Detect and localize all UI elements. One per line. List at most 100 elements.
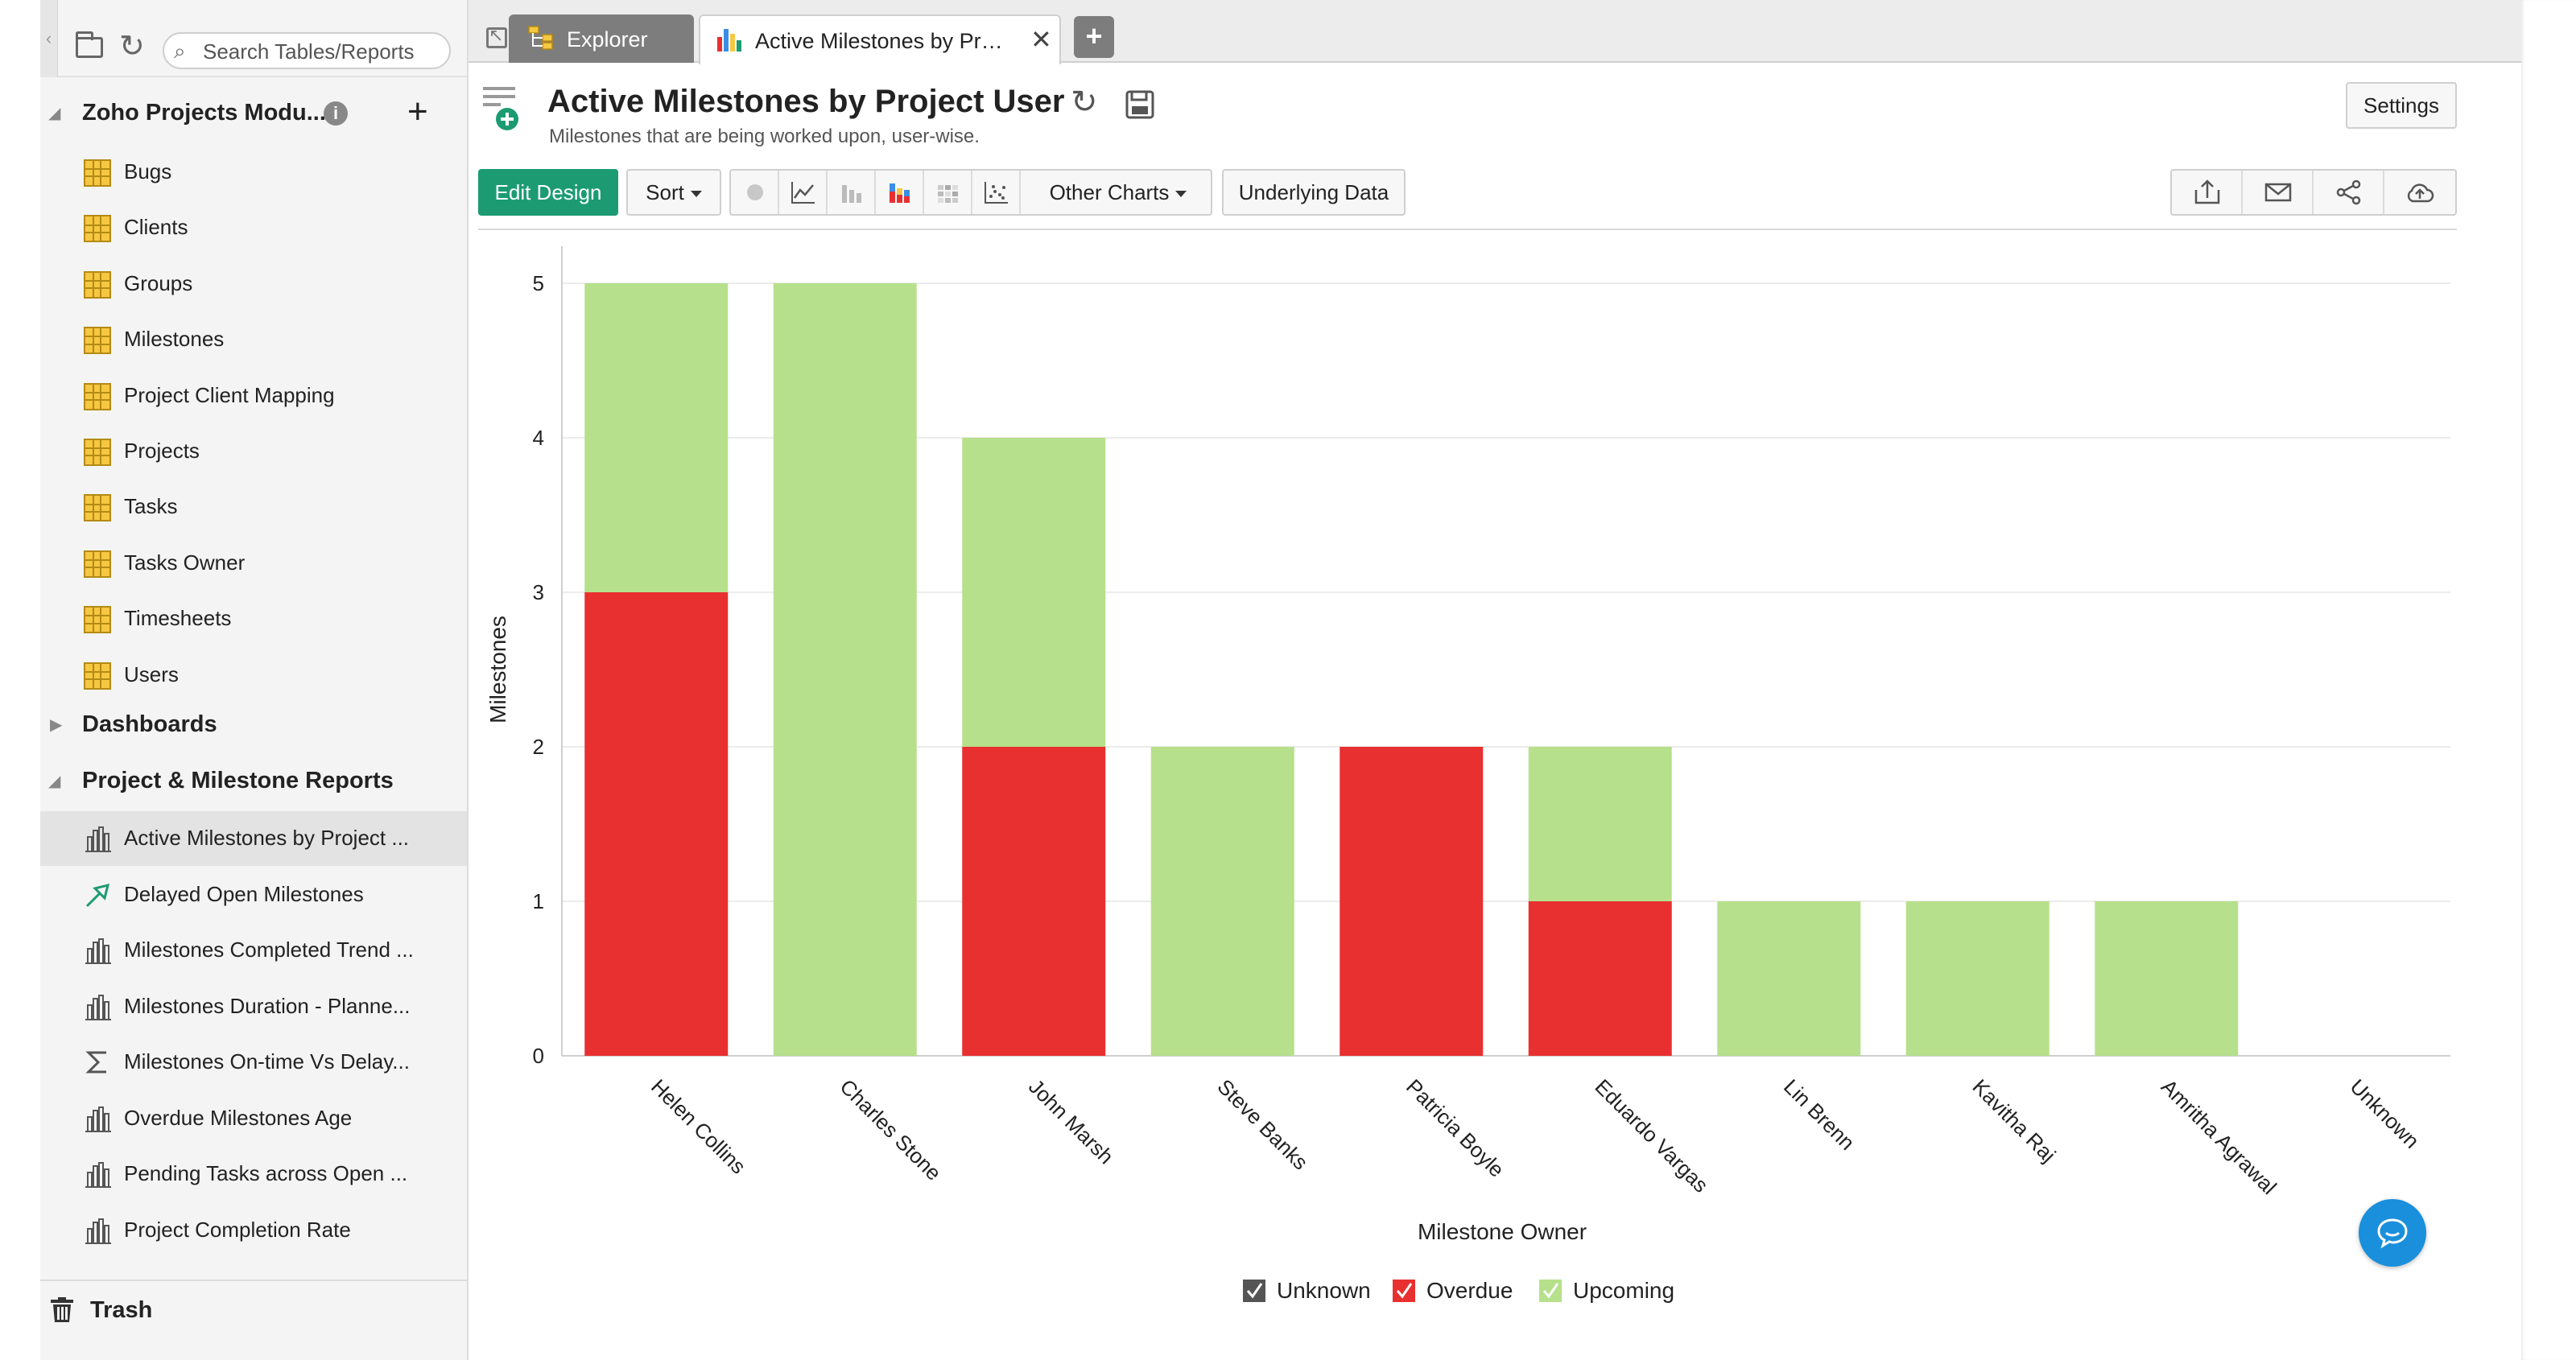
collapse-triangle-icon[interactable]: ◢ — [48, 773, 61, 790]
x-tick-label: Eduardo Vargas — [1591, 1074, 1714, 1197]
table-icon — [84, 439, 111, 466]
sidebar-item-table[interactable]: Tasks Owner — [40, 536, 467, 591]
settings-button[interactable]: Settings — [2346, 82, 2457, 129]
add-icon[interactable]: + — [407, 92, 428, 131]
report-title: Active Milestones by Project User — [547, 84, 1065, 119]
chart-type-selector: Other Charts — [729, 169, 1212, 216]
sidebar-item-report[interactable]: Delayed Open Milestones — [40, 868, 467, 922]
search-box[interactable]: ⌕ — [163, 32, 451, 69]
sidebar-item-table[interactable]: Clients — [40, 200, 467, 255]
sidebar-item-report[interactable]: Milestones Completed Trend ... — [40, 923, 467, 978]
y-tick-label: 5 — [533, 271, 544, 295]
bar-segment — [962, 438, 1106, 747]
underlying-data-button[interactable]: Underlying Data — [1222, 169, 1406, 216]
trend-arrow-icon — [85, 883, 110, 907]
bar-segment — [1340, 747, 1484, 1056]
table-icon — [84, 494, 111, 522]
email-button[interactable] — [2243, 171, 2314, 214]
dashboards-section[interactable]: ▶ Dashboards — [40, 699, 467, 750]
chat-button[interactable] — [2359, 1199, 2426, 1267]
sidebar-item-table[interactable]: Project Client Mapping — [40, 369, 467, 423]
heatmap-chart-button[interactable] — [924, 171, 972, 214]
table-icon — [84, 606, 111, 634]
bar-chart-button[interactable] — [828, 171, 876, 214]
report-subtitle: Milestones that are being worked upon, u… — [549, 126, 980, 147]
bar-chart-icon — [85, 938, 111, 964]
email-icon — [2264, 183, 2292, 202]
sidebar-item-table[interactable]: Users — [40, 648, 467, 703]
bar-chart-icon — [85, 1162, 111, 1188]
x-axis-title: Milestone Owner — [1418, 1219, 1587, 1244]
sidebar-item-label: Bugs — [124, 159, 172, 183]
bar-segment — [1528, 747, 1672, 901]
close-icon[interactable]: ✕ — [1030, 25, 1052, 54]
sidebar-item-report[interactable]: Active Milestones by Project ... — [40, 811, 467, 866]
workspace-info-icon[interactable]: i — [324, 101, 348, 126]
edit-design-button[interactable]: Edit Design — [478, 169, 618, 216]
table-icon — [84, 270, 111, 299]
sidebar-item-report[interactable]: Milestones On-time Vs Delay... — [40, 1035, 467, 1090]
sidebar-item-label: Pending Tasks across Open ... — [124, 1161, 408, 1185]
sidebar-item-report[interactable]: Pending Tasks across Open ... — [40, 1147, 467, 1201]
trash-item[interactable]: Trash — [40, 1280, 467, 1360]
sidebar-item-table[interactable]: Tasks — [40, 480, 467, 534]
sidebar-item-report[interactable]: Project Completion Rate — [40, 1203, 467, 1258]
popout-icon[interactable] — [486, 25, 507, 48]
workspace-header[interactable]: ◢ Zoho Projects Modu... i + — [40, 89, 467, 140]
sidebar-item-label: Delayed Open Milestones — [124, 881, 364, 906]
chart-area: 0 1 2 3 4 5 Helen Collins Charles Stone John Mar… — [478, 229, 2457, 1355]
other-charts-button[interactable]: Other Charts — [1026, 171, 1211, 214]
x-tick-label: Unknown — [2346, 1074, 2425, 1153]
save-icon[interactable] — [1125, 90, 1154, 119]
refresh-icon[interactable]: ↻ — [119, 30, 145, 64]
publish-button[interactable] — [2384, 171, 2455, 214]
sidebar-item-table[interactable]: Groups — [40, 257, 467, 311]
reports-section[interactable]: ◢ Project & Milestone Reports — [40, 755, 467, 806]
legend-label: Upcoming — [1573, 1278, 1674, 1303]
pie-chart-button[interactable] — [731, 171, 779, 214]
sidebar-item-label: Tasks — [124, 494, 178, 519]
refresh-icon[interactable]: ↻ — [1071, 84, 1098, 120]
check-icon — [1542, 1283, 1559, 1299]
bar-segment — [2095, 901, 2239, 1056]
expand-triangle-icon[interactable]: ▶ — [50, 716, 63, 734]
collapse-triangle-icon[interactable]: ◢ — [48, 105, 61, 122]
sidebar-item-label: Tasks Owner — [124, 550, 246, 575]
table-icon — [84, 661, 111, 690]
sidebar-item-report[interactable]: Milestones Duration - Planne... — [40, 979, 467, 1034]
x-tick-label: John Marsh — [1024, 1074, 1118, 1168]
sidebar-item-label: Overdue Milestones Age — [124, 1105, 353, 1130]
new-tab-button[interactable]: + — [1074, 16, 1114, 58]
bar-chart-icon — [85, 1106, 111, 1132]
search-input[interactable] — [203, 39, 444, 64]
table-icon — [84, 327, 111, 355]
tab-active-report[interactable]: Active Milestones by Proje... ✕ — [699, 14, 1061, 64]
right-margin — [2521, 0, 2576, 1360]
report-menu-icon[interactable] — [480, 84, 523, 134]
share-toolbar — [2170, 169, 2457, 216]
line-chart-icon — [791, 182, 815, 204]
sort-button[interactable]: Sort — [626, 169, 721, 216]
legend-swatch — [1243, 1280, 1265, 1302]
stacked-bar-chart-button[interactable] — [876, 171, 924, 214]
sidebar-item-label: Users — [124, 661, 179, 686]
sidebar-item-table[interactable]: Timesheets — [40, 591, 467, 646]
sidebar-item-table[interactable]: Bugs — [40, 145, 467, 200]
share-button[interactable] — [2314, 171, 2384, 214]
tab-explorer[interactable]: Explorer — [509, 14, 694, 63]
scatter-chart-button[interactable] — [972, 171, 1021, 214]
x-tick-label: Charles Stone — [836, 1074, 947, 1185]
folder-icon[interactable] — [76, 31, 103, 58]
share-icon — [2336, 179, 2361, 205]
sidebar-item-report[interactable]: Overdue Milestones Age — [40, 1091, 467, 1146]
bar-segment — [584, 592, 729, 1056]
chevron-down-icon — [690, 191, 702, 198]
collapse-sidebar-button[interactable]: ‹ — [40, 0, 58, 77]
sidebar-item-table[interactable]: Projects — [40, 424, 467, 479]
export-button[interactable] — [2172, 171, 2243, 214]
workspace-title[interactable]: Zoho Projects Modu... — [82, 100, 326, 126]
y-tick-label: 0 — [533, 1044, 544, 1068]
sidebar-item-table[interactable]: Milestones — [40, 312, 467, 367]
line-chart-button[interactable] — [779, 171, 828, 214]
